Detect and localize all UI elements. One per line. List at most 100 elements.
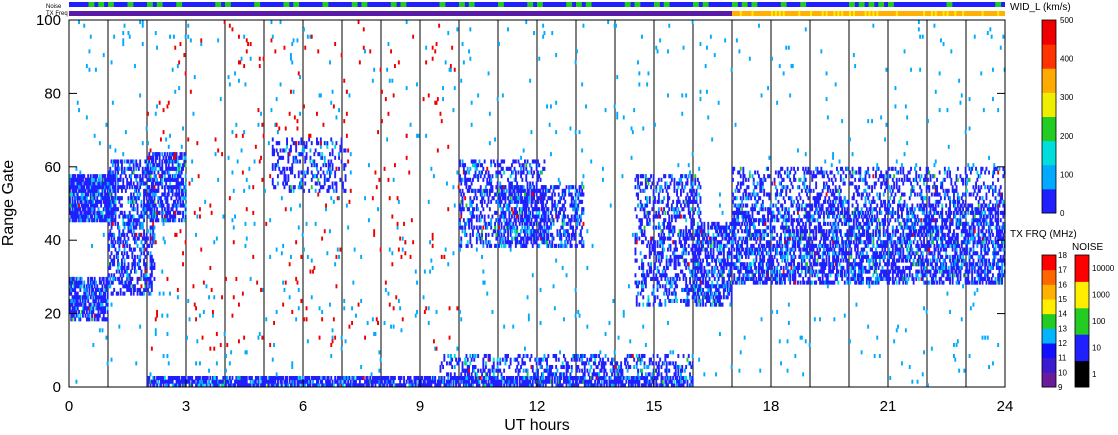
range-gate-cell <box>93 218 96 223</box>
range-gate-cell <box>170 166 173 171</box>
range-gate-cell <box>102 276 105 281</box>
range-gate-cell <box>773 218 776 223</box>
range-gate-cell <box>795 203 798 208</box>
range-gate-cell <box>522 229 525 234</box>
range-gate-cell <box>682 232 685 237</box>
range-gate-cell <box>517 232 520 237</box>
range-gate-cell <box>109 265 112 270</box>
range-gate-cell <box>752 218 755 223</box>
range-gate-cell <box>553 207 556 212</box>
range-gate-cell <box>130 192 132 197</box>
range-gate-cell <box>184 192 187 197</box>
range-gate-cell <box>538 196 541 201</box>
range-gate-cell <box>139 214 142 219</box>
range-gate-cell <box>271 181 274 186</box>
range-gate-cell <box>503 210 506 215</box>
range-gate-cell <box>282 155 285 160</box>
range-gate-cell <box>105 181 108 186</box>
range-gate-cell <box>689 188 691 193</box>
range-gate-cell <box>687 287 690 292</box>
range-gate-cell <box>93 188 96 193</box>
range-gate-cell <box>167 210 170 215</box>
range-gate-cell <box>175 207 178 212</box>
range-gate-cell <box>543 214 546 219</box>
range-gate-cell <box>71 210 74 215</box>
range-gate-cell <box>542 214 545 219</box>
range-gate-cell <box>74 317 77 322</box>
range-gate-cell <box>716 243 719 248</box>
range-gate-cell <box>481 170 483 175</box>
range-gate-cell <box>767 251 769 256</box>
range-gate-cell <box>556 232 559 237</box>
range-gate-cell <box>572 229 574 234</box>
range-gate-cell <box>815 232 818 237</box>
range-gate-cell <box>664 287 667 292</box>
range-gate-cell <box>70 313 73 318</box>
range-gate-cell <box>511 240 513 245</box>
range-gate-cell <box>126 214 129 219</box>
range-gate-cell <box>88 287 91 292</box>
range-gate-cell <box>101 218 104 223</box>
range-gate-cell <box>487 170 490 175</box>
range-gate-cell <box>790 254 793 259</box>
range-gate-cell <box>102 207 105 212</box>
range-gate-cell <box>511 207 513 212</box>
range-gate-cell <box>460 192 463 197</box>
range-gate-cell <box>777 210 780 215</box>
range-gate-cell <box>167 155 170 160</box>
range-gate-cell <box>508 240 511 245</box>
range-gate-cell <box>475 207 478 212</box>
range-gate-cell <box>501 192 504 197</box>
range-gate-cell <box>132 166 135 171</box>
range-gate-cell <box>127 229 130 234</box>
range-gate-cell <box>115 166 118 171</box>
range-gate-cell <box>122 214 125 219</box>
range-gate-cell <box>126 159 129 164</box>
range-gate-cell <box>771 269 773 274</box>
range-gate-cell <box>101 295 104 300</box>
range-gate-cell <box>140 225 143 230</box>
range-gate-cell <box>150 196 153 201</box>
range-gate-cell <box>813 210 816 215</box>
range-gate-cell <box>786 265 789 270</box>
range-gate-cell <box>686 203 689 208</box>
range-gate-cell <box>833 251 836 256</box>
range-gate-cell <box>91 309 93 314</box>
range-gate-cell <box>843 214 846 219</box>
range-gate-cell <box>147 243 149 248</box>
range-gate-cell <box>717 276 720 281</box>
range-gate-cell <box>513 192 516 197</box>
range-gate-cell <box>126 240 129 245</box>
range-gate-cell <box>748 269 751 274</box>
range-gate-cell <box>537 199 539 204</box>
range-gate-cell <box>776 243 779 248</box>
range-gate-cell <box>105 214 108 219</box>
range-gate-cell <box>466 207 469 212</box>
range-gate-cell <box>105 284 108 289</box>
range-gate-cell <box>841 207 844 212</box>
range-gate-cell <box>643 210 646 215</box>
range-gate-cell <box>817 254 820 259</box>
range-gate-cell <box>104 298 106 303</box>
range-gate-cell <box>739 203 742 208</box>
range-gate-cell <box>654 295 656 300</box>
range-gate-cell <box>733 265 736 270</box>
range-gate-cell <box>148 185 151 190</box>
range-gate-cell <box>516 199 519 204</box>
range-gate-cell <box>635 258 638 263</box>
range-gate-cell <box>163 170 166 175</box>
range-gate-cell <box>100 199 103 204</box>
range-gate-cell <box>127 225 130 230</box>
range-gate-cell <box>145 284 148 289</box>
range-gate-cell <box>139 159 142 164</box>
range-gate-cell <box>557 214 560 219</box>
range-gate-cell <box>642 207 645 212</box>
range-gate-cell <box>75 218 78 223</box>
range-gate-cell <box>137 265 140 270</box>
range-gate-cell <box>468 225 470 230</box>
range-gate-cell <box>147 177 149 182</box>
range-gate-cell <box>171 214 174 219</box>
range-gate-cell <box>123 236 126 241</box>
range-gate-cell <box>804 265 807 270</box>
range-gate-cell <box>673 188 676 193</box>
